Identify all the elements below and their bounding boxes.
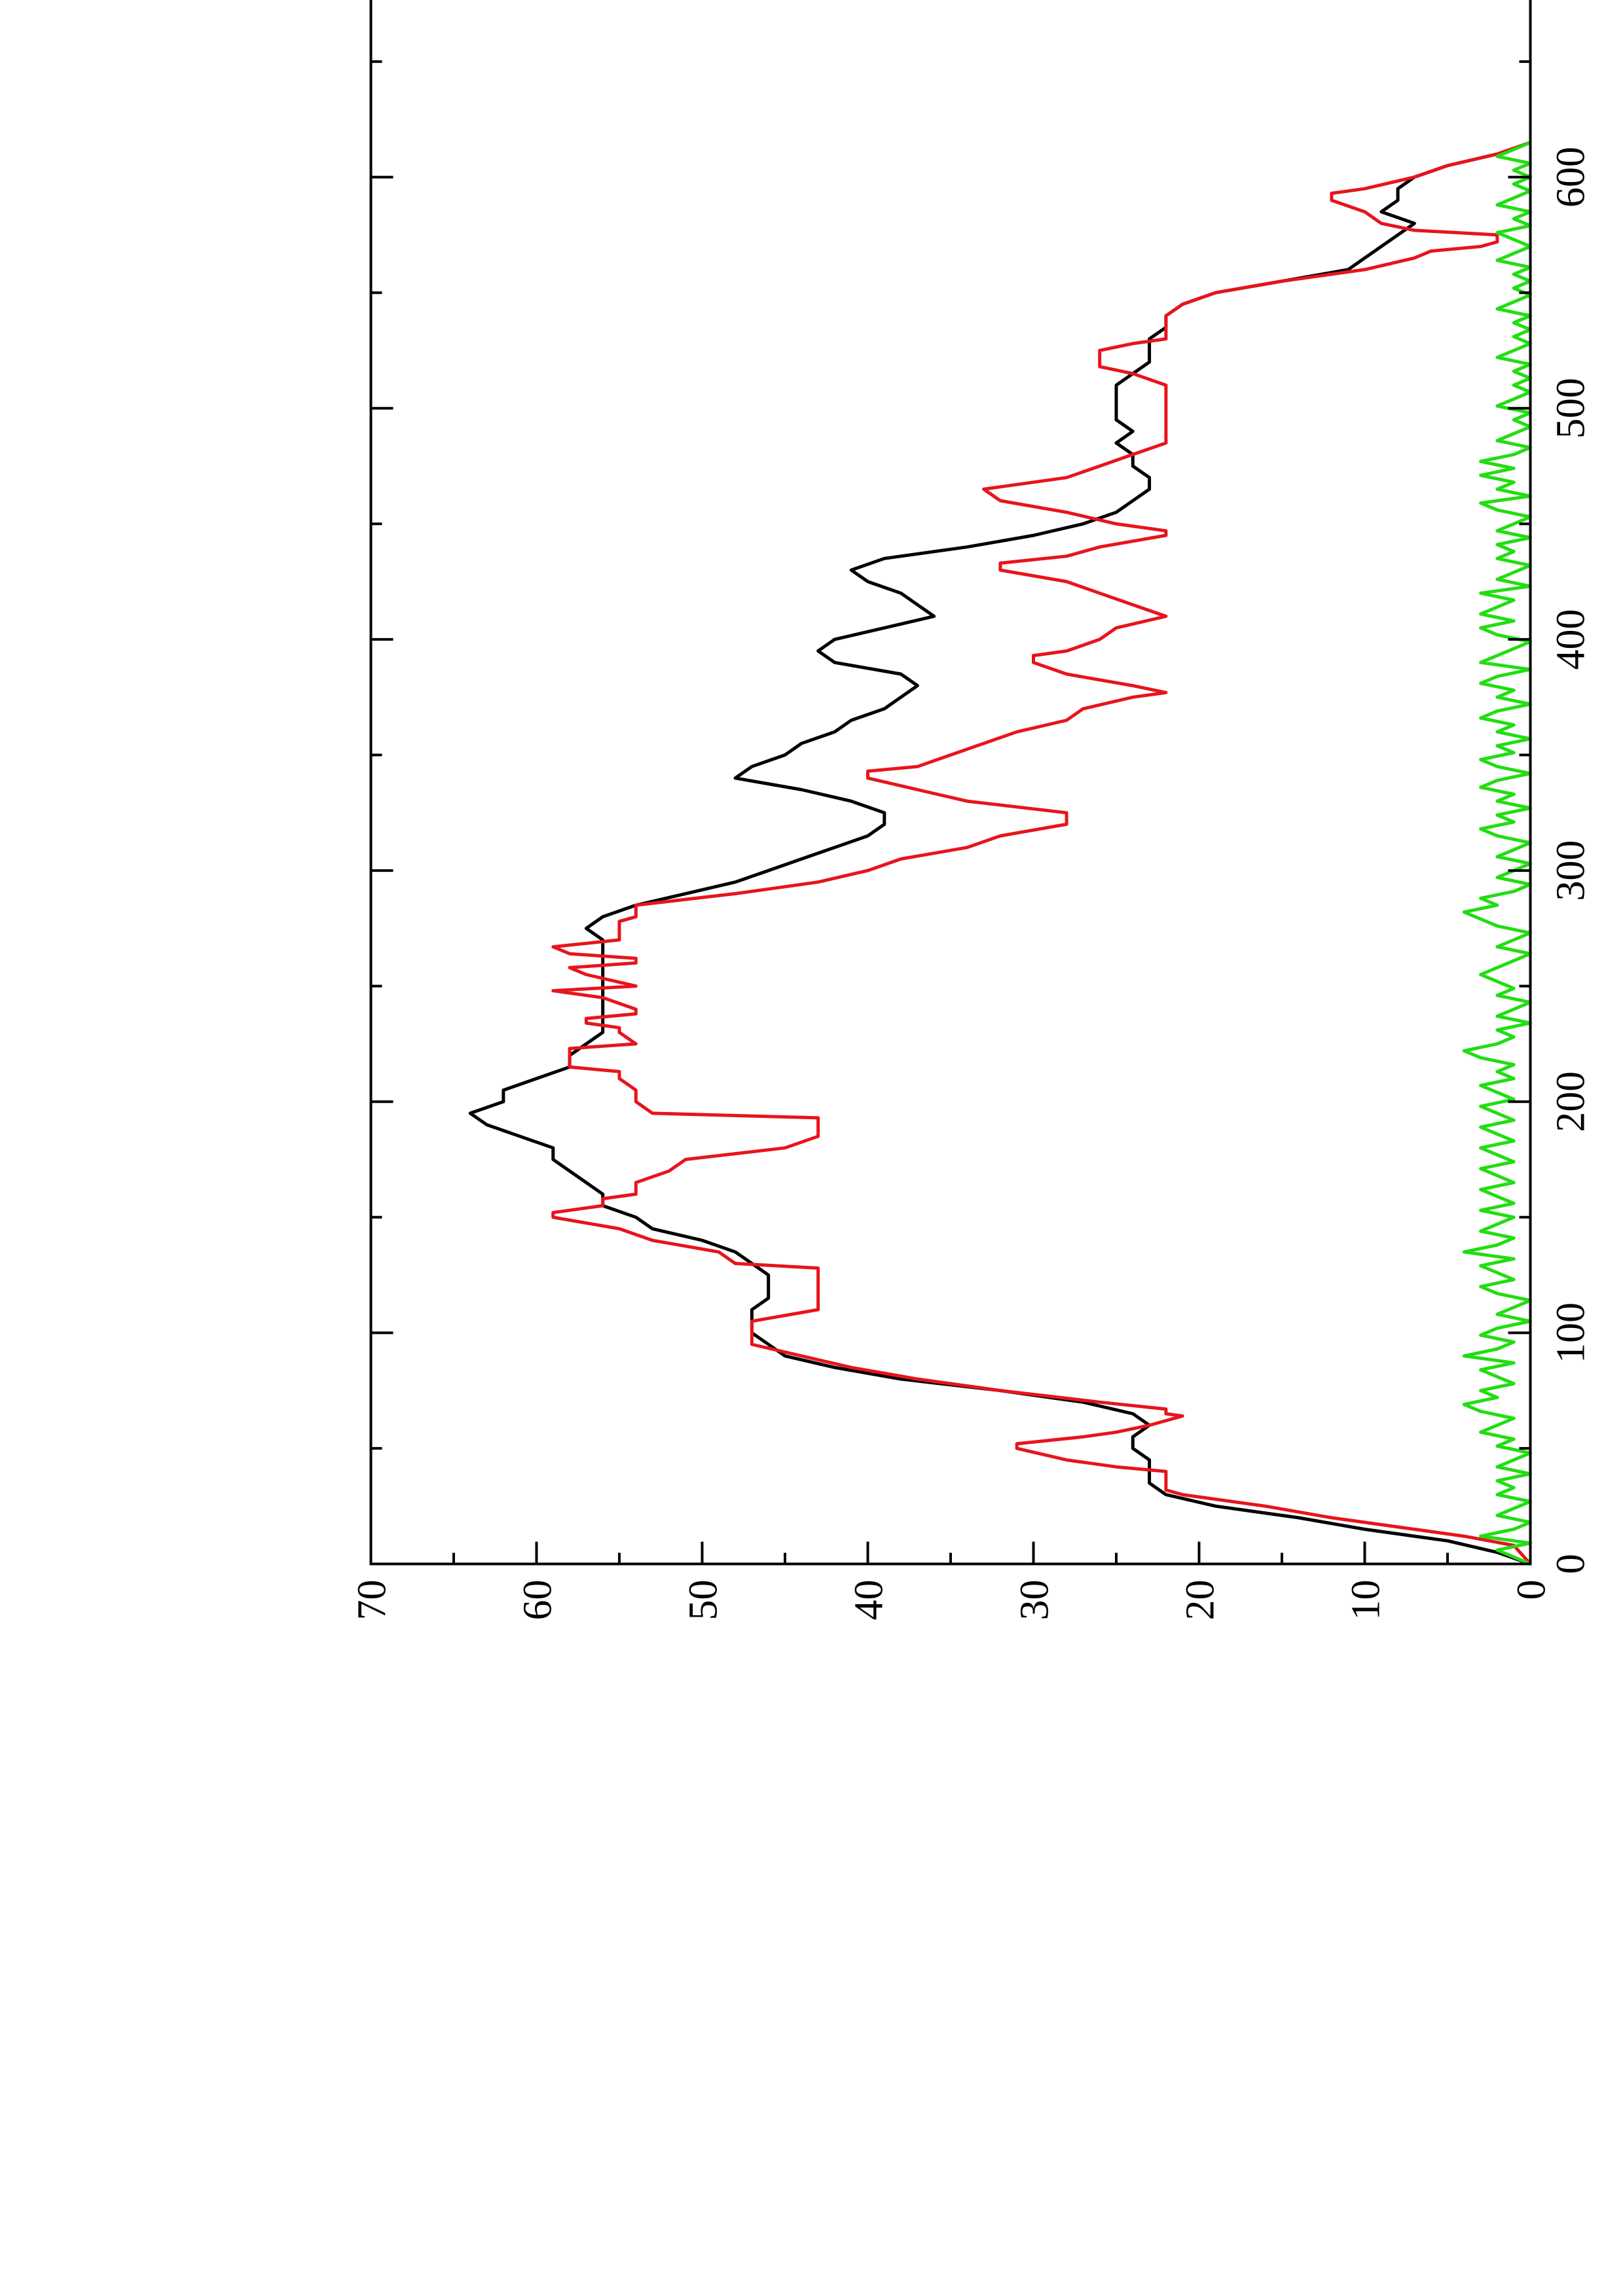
- plot-frame: [369, 0, 1532, 1566]
- x-tick-label: 200: [1549, 1071, 1594, 1132]
- labels-group: 0100200300400500600700010203040506070: [350, 147, 1594, 1621]
- x-tick-label: 100: [1549, 1302, 1594, 1363]
- series-line-2: [551, 141, 1532, 1566]
- y-tick-label: 60: [516, 1580, 560, 1621]
- x-tick-label: 0: [1549, 1554, 1594, 1574]
- y-tick-label: 30: [1013, 1580, 1057, 1621]
- x-tick-label: 400: [1549, 609, 1594, 670]
- x-tick-label: 500: [1549, 378, 1594, 439]
- x-tick-label: 600: [1549, 147, 1594, 207]
- rotated-plot: 0100200300400500600700010203040506070: [350, 0, 1594, 1621]
- x-tick-label: 300: [1549, 840, 1594, 901]
- ticks-group: [369, 60, 1532, 1566]
- y-tick-label: 10: [1344, 1580, 1389, 1621]
- y-tick-label: 40: [847, 1580, 892, 1621]
- series-group: [468, 141, 1532, 1566]
- series-line-1: [468, 141, 1531, 1566]
- y-tick-label: 0: [1510, 1580, 1554, 1600]
- y-tick-label: 20: [1178, 1580, 1223, 1621]
- series-line-3: [1462, 141, 1532, 1566]
- y-tick-label: 70: [350, 1580, 395, 1621]
- y-tick-label: 50: [682, 1580, 726, 1621]
